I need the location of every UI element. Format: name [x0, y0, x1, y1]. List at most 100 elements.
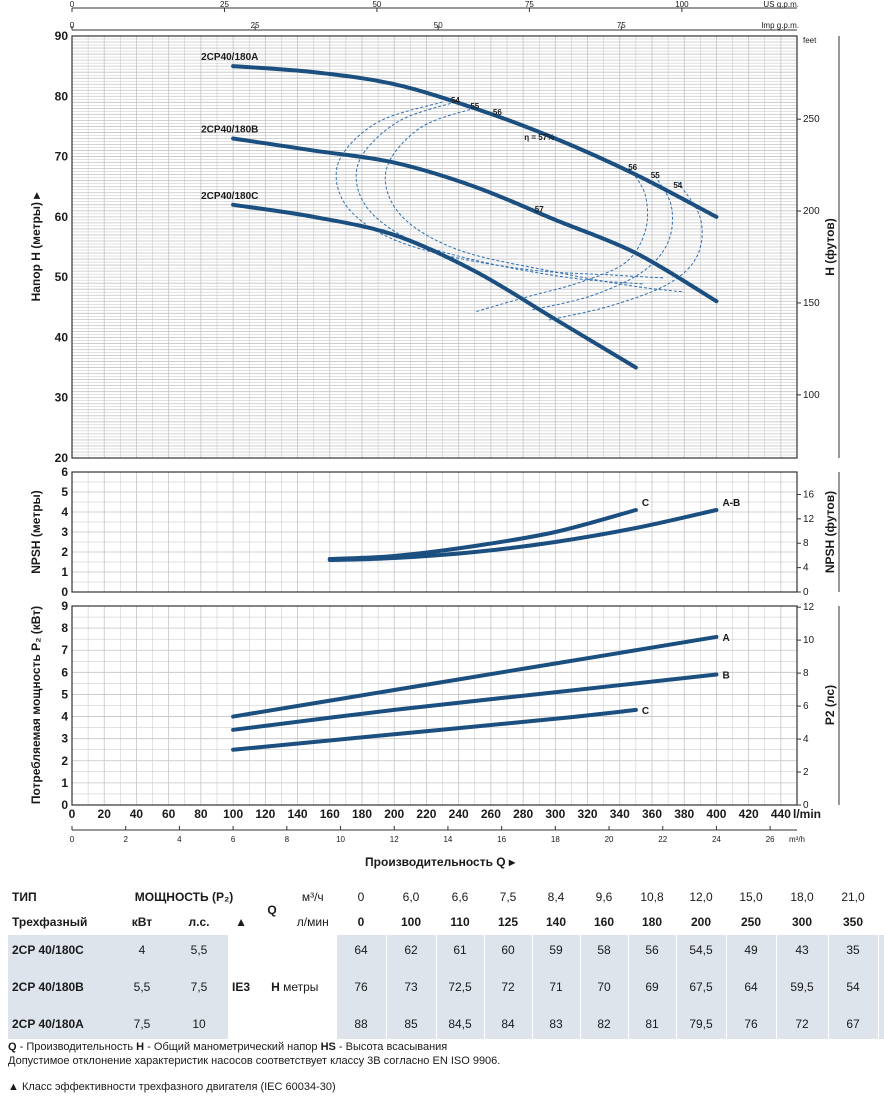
table-cell-head: 81 — [627, 1008, 677, 1039]
x-tick-label-lmin: 420 — [739, 807, 759, 821]
table-cell-head: 73 — [385, 964, 437, 1009]
top-imp-tick-label: 50 — [434, 21, 443, 30]
x-tick-label-m3h: 6 — [231, 835, 236, 844]
panel-frame — [71, 605, 798, 806]
table-cell-kw: 4 — [114, 934, 170, 965]
grid-layer — [71, 35, 798, 806]
table-header-phase: Трехфазный — [8, 909, 114, 935]
table-cell-model: 2CP 40/180C — [8, 934, 114, 965]
x-tick-label-lmin: 20 — [98, 807, 112, 821]
top-us-tick-label: 75 — [525, 0, 534, 9]
table-cell-head: 88 — [335, 1008, 387, 1039]
curve-layer — [231, 64, 719, 752]
y-right-tick-label: 8 — [803, 538, 809, 549]
y-tick-label: 1 — [61, 565, 68, 579]
x-tick-label-m3h: 24 — [712, 835, 721, 844]
pump-performance-chart: 0 25 50 75 100 US g.p.m.0 25 50 75 Imp g.p.m.2030… — [29, 0, 840, 869]
npsh-curve-a-b — [327, 508, 719, 562]
y-right-tick-label: 4 — [803, 734, 809, 745]
y-right-tick-label: 12 — [803, 514, 815, 525]
top-imp-tick-label: 0 — [70, 21, 75, 30]
table-cell-q-m3h: 12,0 — [675, 885, 727, 910]
table-cell-head: 84 — [483, 1008, 533, 1039]
npsh-curve-label: A-B — [722, 498, 740, 509]
y-tick-label: 80 — [55, 89, 69, 103]
y-label-power: Потребляемая мощность P₂ (кВт) — [29, 606, 43, 804]
table-cell-q-m3h: 6,0 — [385, 885, 437, 910]
table-cell-head: 60 — [483, 934, 533, 965]
top-us-tick-label: 50 — [372, 0, 381, 9]
table-cell-head: 72 — [483, 964, 533, 1009]
y-right-tick-label: 0 — [803, 587, 809, 598]
y-right-tick-label: 200 — [803, 206, 820, 217]
efficiency-label: 57 — [535, 205, 544, 214]
x-tick-label-m3h: 14 — [443, 835, 452, 844]
table-cell-head: 85 — [385, 1008, 437, 1039]
table-cell-head: 71 — [531, 964, 581, 1009]
power-curve-a — [231, 634, 719, 719]
y-tick-label: 70 — [55, 150, 69, 164]
table-header-hp: л.с. — [170, 909, 228, 935]
y-tick-label: 2 — [61, 754, 68, 768]
x-tick-label-lmin: 300 — [545, 807, 565, 821]
x-tick-label-lmin: 160 — [320, 807, 340, 821]
y-right-unit-feet: feet — [803, 36, 817, 45]
head-curve-label: 2CP40/180A — [201, 52, 258, 63]
panel-frame — [71, 35, 798, 459]
table-cell-q-lmin: 110 — [435, 909, 485, 935]
table-cell-head: 76 — [725, 1008, 777, 1039]
y-tick-label: 3 — [61, 732, 68, 746]
y-right-tick-label: 2 — [803, 767, 809, 778]
x-tick-label-lmin: 240 — [449, 807, 469, 821]
y-right-tick-label: 10 — [803, 635, 815, 646]
table-header-power: МОЩНОСТЬ (P₂) — [114, 885, 255, 910]
table-cell-q-m3h: 15,0 — [725, 885, 777, 910]
table-cell-q-m3h: 18,0 — [775, 885, 829, 910]
table-cell-head: 61 — [435, 934, 485, 965]
table-cell-head: 69 — [627, 964, 677, 1009]
top-us-tick-label: 100 — [675, 0, 689, 9]
y-tick-label: 9 — [61, 599, 68, 613]
table-cell-q-m3h: 10,8 — [627, 885, 677, 910]
x-tick-label-lmin: 180 — [352, 807, 372, 821]
x-tick-label-lmin: 120 — [255, 807, 275, 821]
table-cell-q-m3h: 24,0 — [877, 885, 884, 910]
table-header-m3h: м³/ч — [290, 885, 337, 910]
table-cell-q-lmin: 0 — [335, 909, 387, 935]
table-cell-head: 64 — [725, 964, 777, 1009]
x-tick-label-lmin: 40 — [130, 807, 144, 821]
y-right-tick-label: 250 — [803, 114, 820, 125]
table-header-lmin: л/мин — [290, 909, 337, 935]
efficiency-contour — [531, 175, 674, 311]
table-cell-head: 59,5 — [775, 964, 829, 1009]
table-cell-kw: 7,5 — [114, 1008, 170, 1039]
y-label-power-right: P2 (лс) — [823, 685, 837, 725]
y-right-tick-label: 8 — [803, 668, 809, 679]
y-right-tick-label: 6 — [803, 701, 809, 712]
top-imp-tick-label: 25 — [251, 21, 260, 30]
efficiency-contour — [335, 101, 665, 279]
table-cell-head: 54 — [827, 964, 879, 1009]
table-cell-head: 35 — [827, 934, 879, 965]
table-cell-q-lmin: 250 — [725, 909, 777, 935]
efficiency-contour — [548, 181, 703, 321]
table-cell-head: 84,5 — [435, 1008, 485, 1039]
efficiency-contours — [335, 101, 703, 321]
power-curve-label: C — [642, 706, 649, 717]
y-right-tick-label: 4 — [803, 563, 809, 574]
y-tick-label: 6 — [61, 465, 68, 479]
x-tick-label-lmin: 400 — [706, 807, 726, 821]
y-tick-label: 5 — [61, 485, 68, 499]
x-tick-label-lmin: 220 — [416, 807, 436, 821]
table-cell-q-lmin: 125 — [483, 909, 533, 935]
table-cell-model: 2CP 40/180A — [8, 1008, 114, 1039]
x-tick-label-m3h: 10 — [336, 835, 345, 844]
efficiency-label: 56 — [628, 163, 637, 172]
x-tick-label-lmin: 60 — [162, 807, 176, 821]
y-tick-label: 30 — [55, 391, 69, 405]
efficiency-label: η = 57% — [524, 133, 554, 142]
y-right-tick-label: 100 — [803, 390, 820, 401]
frame-layer — [71, 7, 840, 831]
table-cell-ie: IE3 — [232, 979, 251, 994]
table-row: 2CP 40/180C 4 5,5 IE3 H метры 64 62 61 60 59 58 56 5… — [8, 934, 884, 994]
